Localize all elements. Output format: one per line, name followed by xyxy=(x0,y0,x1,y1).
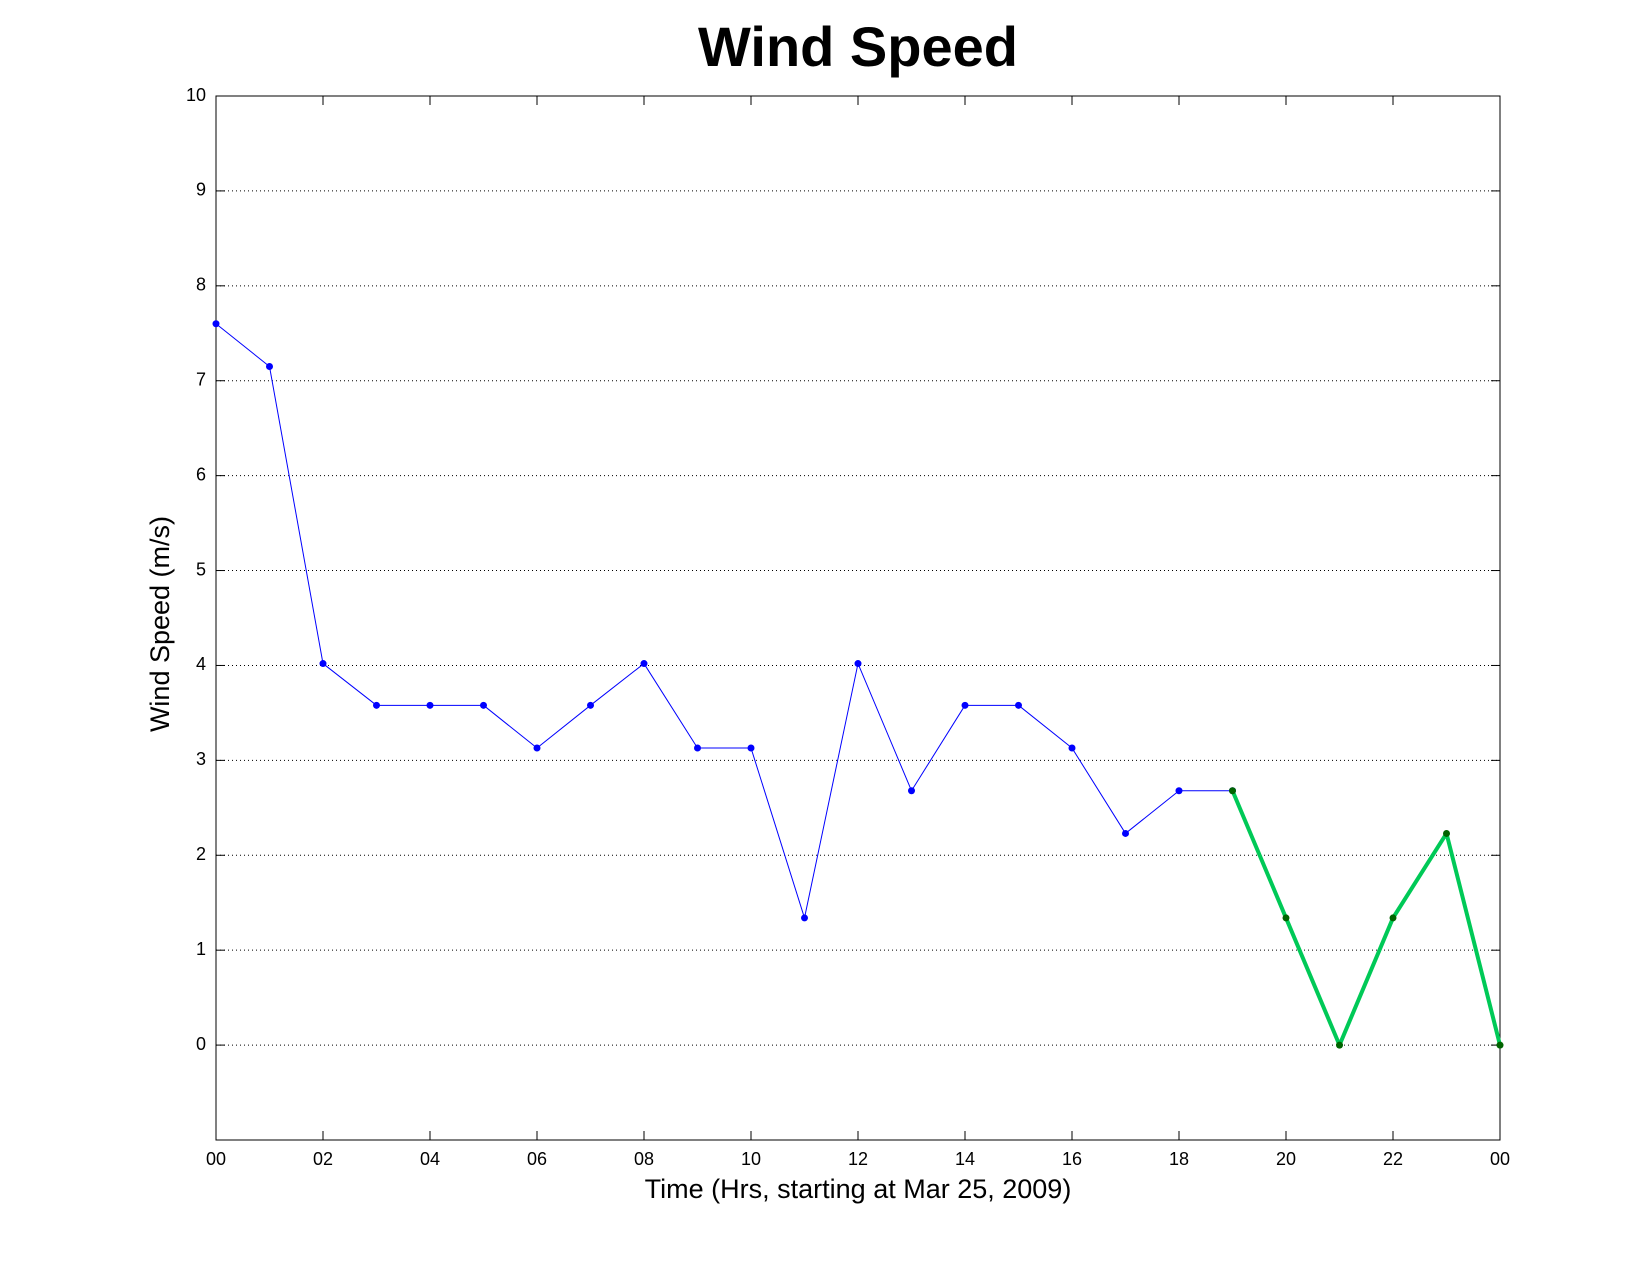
data-point xyxy=(1122,829,1129,837)
x-tick-label: 02 xyxy=(313,1149,333,1169)
x-tick-label: 16 xyxy=(1062,1149,1082,1169)
data-point xyxy=(801,914,808,922)
x-tick-label: 22 xyxy=(1383,1149,1403,1169)
data-point xyxy=(1229,787,1236,795)
x-tick-label: 14 xyxy=(955,1149,975,1169)
y-tick-label: 8 xyxy=(196,275,206,295)
y-axis-label: Wind Speed (m/s) xyxy=(145,516,175,732)
plot-area xyxy=(216,96,1500,1140)
data-point xyxy=(694,744,701,752)
data-point xyxy=(373,701,380,709)
data-point xyxy=(747,744,755,752)
y-tick-label: 0 xyxy=(196,1034,206,1054)
x-tick-label: 00 xyxy=(206,1149,226,1169)
data-point xyxy=(1336,1041,1343,1049)
y-tick-label: 5 xyxy=(196,559,206,579)
data-point xyxy=(1175,787,1183,795)
y-tick-label: 2 xyxy=(196,844,206,864)
y-tick-label: 10 xyxy=(186,85,206,105)
data-point xyxy=(587,701,594,709)
x-tick-label: 10 xyxy=(741,1149,761,1169)
data-point xyxy=(533,744,541,752)
plot-frame xyxy=(215,95,1501,1141)
data-point xyxy=(266,362,273,370)
series-line xyxy=(1230,789,1502,1048)
x-tick-label: 08 xyxy=(634,1149,654,1169)
data-point xyxy=(480,701,487,709)
chart-title: Wind Speed xyxy=(698,15,1018,78)
data-point xyxy=(1496,1041,1504,1049)
data-point xyxy=(961,701,969,709)
x-tick-label: 12 xyxy=(848,1149,868,1169)
y-tick-label: 6 xyxy=(196,464,206,484)
data-point xyxy=(640,660,648,668)
x-tick-label: 00 xyxy=(1490,1149,1510,1169)
x-tick-label: 20 xyxy=(1276,1149,1296,1169)
data-point xyxy=(908,787,915,795)
y-tick-label: 3 xyxy=(196,749,206,769)
data-point xyxy=(1282,914,1290,922)
data-point xyxy=(1068,744,1076,752)
data-point xyxy=(319,660,327,668)
data-point xyxy=(1015,701,1022,709)
data-point xyxy=(426,701,434,709)
x-tick-label: 04 xyxy=(420,1149,440,1169)
data-point xyxy=(212,320,220,328)
y-tick-label: 4 xyxy=(196,654,206,674)
y-tick-label: 9 xyxy=(196,180,206,200)
x-tick-label: 18 xyxy=(1169,1149,1189,1169)
y-tick-label: 1 xyxy=(196,939,206,959)
series-line xyxy=(215,323,1233,919)
x-axis-label: Time (Hrs, starting at Mar 25, 2009) xyxy=(645,1174,1072,1204)
data-point xyxy=(1443,829,1450,837)
data-point xyxy=(1389,914,1397,922)
x-tick-label: 06 xyxy=(527,1149,547,1169)
y-tick-label: 7 xyxy=(196,369,206,389)
data-point xyxy=(854,660,862,668)
